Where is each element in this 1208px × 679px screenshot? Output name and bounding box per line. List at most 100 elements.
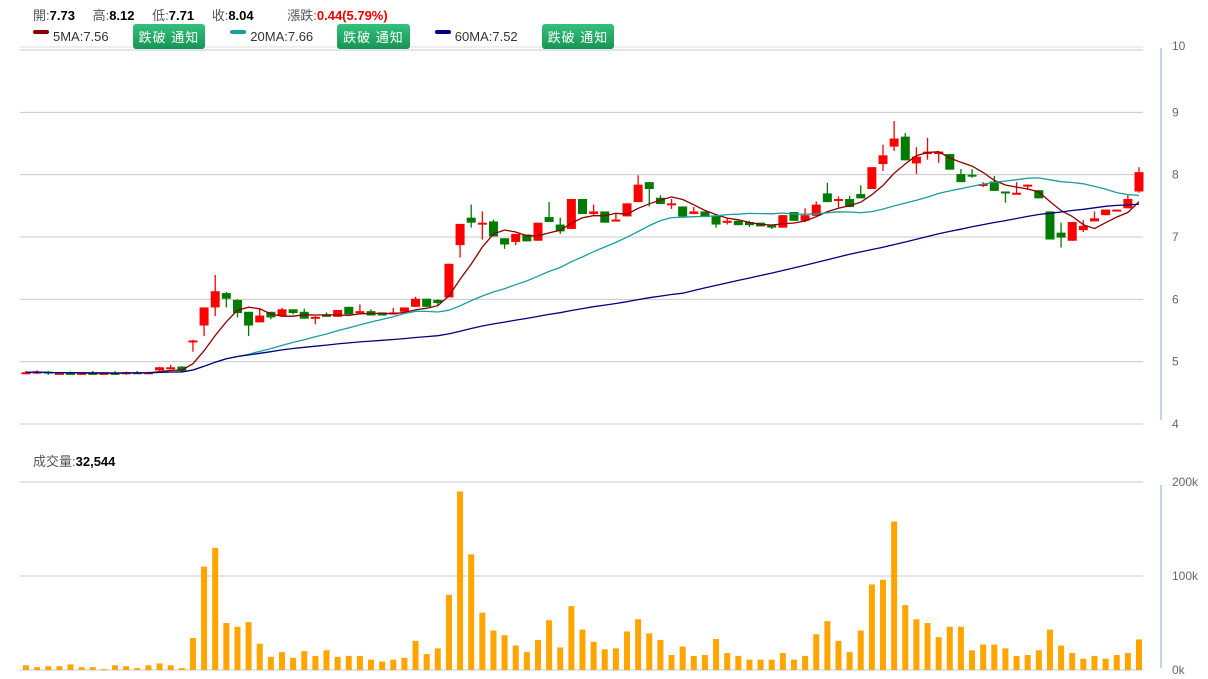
volume-bar (1046, 629, 1053, 670)
volume-bar (1013, 655, 1020, 670)
open-value: 7.73 (49, 8, 75, 23)
candle-down (956, 174, 966, 183)
candle-up (633, 184, 643, 203)
volume-bar (768, 659, 775, 670)
volume-bar (368, 659, 375, 670)
volume-bar (323, 650, 330, 670)
candle-up (1123, 198, 1133, 209)
candle-up (199, 307, 209, 326)
ma60-break-notify-button[interactable]: 跌破 通知 (541, 23, 615, 49)
candle-up (155, 367, 165, 371)
volume-bar (1124, 653, 1131, 670)
ma5-swatch (33, 30, 49, 34)
ma60-label: 60MA:7.52 (454, 28, 518, 44)
candle-down (500, 238, 510, 245)
candle-up (355, 311, 365, 314)
volume-bar (657, 639, 664, 670)
candle-up (689, 211, 699, 214)
candle-up (1101, 209, 1111, 216)
volume-bar (23, 665, 29, 670)
volume-bar (690, 655, 697, 670)
volume-bar (178, 668, 185, 670)
candle-up (533, 222, 543, 241)
change-field: 漲跌:0.44(5.79%) (287, 8, 387, 23)
volume-bar (557, 647, 564, 670)
volume-bar (290, 657, 297, 670)
volume-bar (935, 637, 942, 670)
candle-down (88, 372, 98, 375)
candle-up (210, 291, 220, 308)
candle-down (43, 371, 53, 374)
volume-bar (946, 626, 953, 670)
candle-down (433, 299, 443, 304)
candle-down (700, 211, 710, 218)
volume-bar (223, 623, 230, 670)
candle-down (655, 197, 665, 204)
candle-down (900, 136, 910, 161)
open-field: 開:7.73 (33, 8, 75, 23)
ma20-label: 20MA:7.66 (250, 28, 314, 44)
candle-up (800, 215, 810, 221)
volume-bar (45, 666, 52, 670)
candle-down (344, 306, 354, 315)
candle-up (867, 167, 877, 190)
volume-bar (534, 639, 541, 670)
volume-bar (312, 655, 319, 670)
price-tick-label: 4 (1172, 417, 1179, 431)
candle-up (511, 233, 521, 242)
candle-down (733, 220, 743, 226)
candle-up (477, 222, 487, 225)
volume-bar (34, 667, 41, 670)
candle-down (299, 311, 309, 319)
volume-bar (868, 584, 875, 670)
volume-bar (924, 623, 931, 670)
ma20-line (25, 177, 1140, 374)
candle-down (522, 234, 532, 242)
volume-bar (713, 638, 720, 670)
volume-bar (679, 646, 686, 670)
candle-up (399, 307, 409, 312)
candle-down (600, 211, 610, 223)
candle-down (555, 224, 565, 232)
candle-up (99, 372, 109, 375)
volume-bar (969, 650, 976, 670)
volume-bar (880, 579, 887, 670)
candle-down (967, 174, 977, 177)
volume-bar (334, 656, 341, 670)
ma60-line (25, 203, 1140, 374)
candle-down (366, 311, 376, 316)
candle-up (611, 219, 621, 222)
volume-bar (546, 620, 553, 670)
ma20-swatch (230, 30, 247, 34)
volume-tick-label: 0k (1172, 663, 1186, 677)
candle-up (1078, 225, 1088, 231)
volume-bar (624, 631, 631, 670)
volume-bar (857, 630, 864, 670)
volume-bar (802, 655, 809, 670)
candle-down (989, 181, 999, 191)
candle-up (911, 156, 921, 164)
candle-up (54, 372, 64, 375)
ma5-break-notify-button[interactable]: 跌破 通知 (132, 23, 206, 49)
candle-down (822, 193, 832, 203)
candle-down (221, 293, 231, 299)
volume-bar (790, 659, 797, 670)
volume-bar (245, 622, 252, 670)
price-tick-label: 5 (1172, 355, 1179, 369)
change-label: 漲跌: (287, 8, 317, 23)
volume-bar (379, 661, 386, 670)
candle-up (778, 215, 788, 228)
ma20-break-notify-button[interactable]: 跌破 通知 (337, 23, 410, 49)
ohlc-header: 開:7.73 高:8.12 低:7.71 收:8.04 漲跌:0.44(5.79… (33, 5, 402, 24)
volume-bar (846, 652, 853, 670)
candle-up (811, 204, 821, 216)
candle-down (244, 311, 254, 326)
volume-label: 成交量: (33, 454, 76, 469)
volume-bar (1102, 658, 1109, 670)
volume-bar (835, 640, 842, 670)
candle-down (711, 215, 721, 225)
candle-down (177, 366, 187, 372)
candle-up (333, 309, 343, 317)
volume-bar (1024, 654, 1031, 670)
